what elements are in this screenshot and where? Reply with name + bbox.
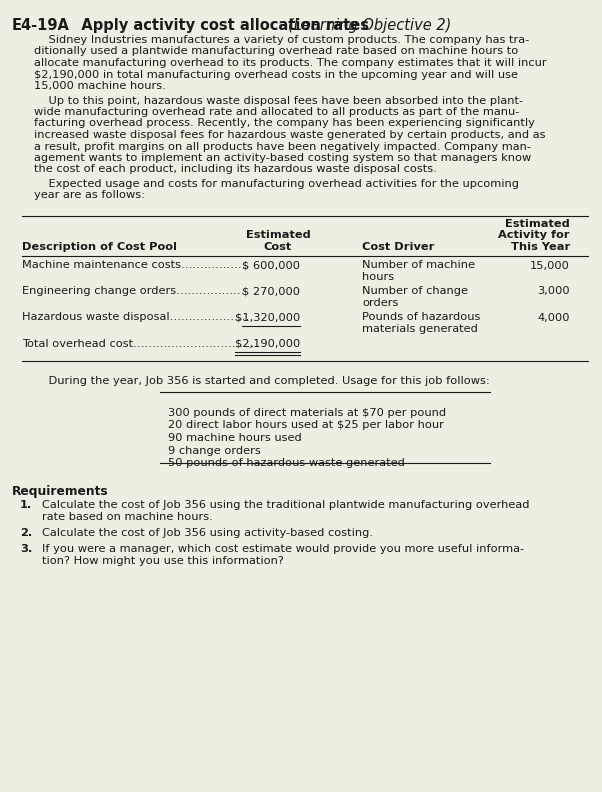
Text: the cost of each product, including its hazardous waste disposal costs.: the cost of each product, including its … [34,165,436,174]
Text: Estimated: Estimated [246,230,311,241]
Text: $2,190,000 in total manufacturing overhead costs in the upcoming year and will u: $2,190,000 in total manufacturing overhe… [34,70,518,79]
Text: Sidney Industries manufactures a variety of custom products. The company has tra: Sidney Industries manufactures a variety… [34,35,529,45]
Text: 3.: 3. [20,545,33,554]
Text: Requirements: Requirements [12,485,108,498]
Text: E4-19A: E4-19A [12,18,70,33]
Text: ditionally used a plantwide manufacturing overhead rate based on machine hours t: ditionally used a plantwide manufacturin… [34,47,518,56]
Text: 2.: 2. [20,528,33,538]
Text: 300 pounds of direct materials at $70 per pound: 300 pounds of direct materials at $70 pe… [168,408,446,418]
Text: Hazardous waste disposal…………………: Hazardous waste disposal………………… [22,313,249,322]
Text: tion? How might you use this information?: tion? How might you use this information… [42,556,284,566]
Text: 90 machine hours used: 90 machine hours used [168,433,302,443]
Text: year are as follows:: year are as follows: [34,191,145,200]
Text: $ 600,000: $ 600,000 [242,261,300,271]
Text: Up to this point, hazardous waste disposal fees have been absorbed into the plan: Up to this point, hazardous waste dispos… [34,96,523,105]
Text: (Learning Objective 2): (Learning Objective 2) [288,18,452,33]
Text: $ 270,000: $ 270,000 [242,287,300,296]
Text: wide manufacturing overhead rate and allocated to all products as part of the ma: wide manufacturing overhead rate and all… [34,107,520,117]
Text: 4,000: 4,000 [538,313,570,322]
Text: Calculate the cost of Job 356 using activity-based costing.: Calculate the cost of Job 356 using acti… [42,528,373,538]
Text: hours: hours [362,272,394,282]
Text: Cost Driver: Cost Driver [362,242,435,252]
Text: Cost: Cost [264,242,292,252]
Text: Expected usage and costs for manufacturing overhead activities for the upcoming: Expected usage and costs for manufacturi… [34,179,519,189]
Text: Description of Cost Pool: Description of Cost Pool [22,242,177,252]
Text: Number of machine: Number of machine [362,261,475,271]
Text: Estimated: Estimated [505,219,570,229]
Text: If you were a manager, which cost estimate would provide you more useful informa: If you were a manager, which cost estima… [42,545,524,554]
Text: 50 pounds of hazardous waste generated: 50 pounds of hazardous waste generated [168,458,405,468]
Text: 3,000: 3,000 [538,287,570,296]
Text: Total overhead cost……………………………: Total overhead cost…………………………… [22,338,258,348]
Text: 9 change orders: 9 change orders [168,445,261,455]
Text: rate based on machine hours.: rate based on machine hours. [42,512,213,521]
Text: increased waste disposal fees for hazardous waste generated by certain products,: increased waste disposal fees for hazard… [34,130,545,140]
Text: materials generated: materials generated [362,324,478,334]
Text: Apply activity cost allocation rates: Apply activity cost allocation rates [66,18,374,33]
Text: Engineering change orders………………: Engineering change orders……………… [22,287,244,296]
Text: facturing overhead process. Recently, the company has been experiencing signific: facturing overhead process. Recently, th… [34,119,535,128]
Text: $1,320,000: $1,320,000 [235,313,300,322]
Text: Number of change: Number of change [362,287,468,296]
Text: allocate manufacturing overhead to its products. The company estimates that it w: allocate manufacturing overhead to its p… [34,58,547,68]
Text: agement wants to implement an activity-based costing system so that managers kno: agement wants to implement an activity-b… [34,153,531,163]
Text: 1.: 1. [20,500,33,510]
Text: orders: orders [362,298,399,308]
Text: 20 direct labor hours used at $25 per labor hour: 20 direct labor hours used at $25 per la… [168,421,444,431]
Text: Pounds of hazardous: Pounds of hazardous [362,313,480,322]
Text: 15,000 machine hours.: 15,000 machine hours. [34,81,166,91]
Text: During the year, Job 356 is started and completed. Usage for this job follows:: During the year, Job 356 is started and … [34,376,490,386]
Text: $2,190,000: $2,190,000 [235,338,300,348]
Text: Machine maintenance costs………………: Machine maintenance costs……………… [22,261,249,271]
Text: This Year: This Year [510,242,570,252]
Text: Activity for: Activity for [498,230,570,241]
Text: 15,000: 15,000 [530,261,570,271]
Text: a result, profit margins on all products have been negatively impacted. Company : a result, profit margins on all products… [34,142,531,151]
Text: Calculate the cost of Job 356 using the traditional plantwide manufacturing over: Calculate the cost of Job 356 using the … [42,500,530,510]
